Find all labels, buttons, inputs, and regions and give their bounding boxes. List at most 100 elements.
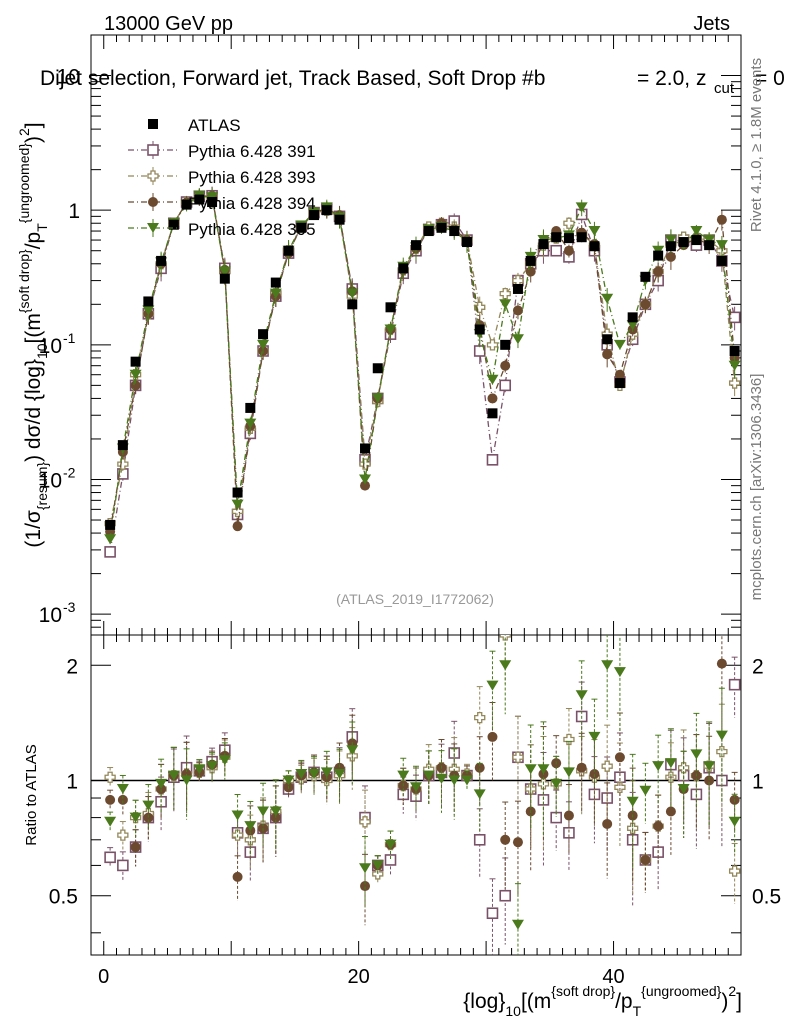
data-point: [449, 226, 460, 237]
ratio-point: [359, 863, 372, 874]
data-point: [626, 320, 639, 331]
data-point: [525, 255, 536, 266]
ratio-point: [728, 678, 741, 691]
ylabel-part-two: 2: [16, 128, 32, 136]
analysis-watermark: (ATLAS_2019_I1772062): [336, 591, 494, 607]
legend-entry: Pythia 6.428 394: [128, 193, 316, 213]
y-tick-label: 10 -3: [39, 599, 76, 627]
ratio-point: [512, 751, 524, 763]
data-point: [690, 226, 703, 237]
data-point: [512, 305, 523, 316]
mcplots-source-label: mcplots.cern.ch [arXiv:1306.3436]: [748, 374, 765, 601]
y-tick-label-exp: -3: [63, 599, 76, 615]
y-tick-label-exp: -1: [63, 330, 76, 346]
ylabel-part-c: [(m: [22, 313, 45, 343]
data-point: [117, 440, 128, 451]
legend-marker: [148, 119, 158, 129]
ylabel-part-T: T: [34, 223, 50, 232]
ratio-point: [193, 764, 206, 775]
data-point: [704, 240, 715, 251]
plot-title-cut: cut: [714, 80, 735, 97]
data-point: [729, 345, 740, 356]
data-point: [347, 299, 358, 310]
data-point: [269, 288, 282, 299]
ratio-point: [384, 839, 397, 850]
ratio-point: [105, 794, 116, 805]
ratio-point: [511, 919, 524, 930]
data-point: [156, 255, 167, 266]
y-tick-label: 10 -2: [39, 464, 76, 492]
data-point: [117, 458, 129, 470]
ratio-y-tick-label: 1: [66, 771, 78, 794]
ratio-point: [257, 806, 270, 817]
ratio-point: [640, 854, 651, 865]
data-point: [411, 240, 421, 251]
series-atlas: [105, 194, 740, 530]
data-point: [627, 312, 638, 323]
xlabel-part-sd: {soft drop}: [551, 983, 615, 999]
data-point: [231, 505, 244, 517]
ratio-point: [360, 881, 371, 892]
y-axis-label-ratio: Ratio to ATLAS: [23, 744, 40, 845]
data-point: [398, 263, 409, 274]
ratio-point: [652, 761, 665, 772]
x-tick-label: 0: [98, 966, 109, 988]
ratio-point: [653, 821, 664, 832]
xlabel-part-post: ): [721, 990, 728, 1013]
data-point: [245, 402, 256, 413]
ratio-point: [601, 660, 614, 671]
data-point: [104, 546, 116, 558]
data-point: [563, 217, 575, 229]
data-point: [614, 369, 625, 380]
data-point: [602, 349, 613, 360]
svg-text:{log}10[(m{soft drop}/pT{ungro: {log}10[(m{soft drop}/pT {ungroomed})2]: [463, 983, 742, 1019]
legend-label: Pythia 6.428 391: [188, 142, 316, 161]
data-point: [511, 334, 524, 345]
plot-title-main: Dijet selection, Forward jet, Track Base…: [40, 67, 545, 90]
data-point: [653, 266, 664, 277]
ratio-point: [231, 810, 244, 821]
data-point: [231, 499, 244, 510]
ratio-point: [588, 731, 601, 742]
ylabel-part-a: (1/σ: [22, 510, 45, 548]
legend-entry: Pythia 6.428 391: [128, 141, 316, 161]
data-point: [512, 283, 523, 294]
ratio-point: [665, 806, 676, 817]
data-point: [334, 214, 345, 225]
ratio-point: [104, 771, 116, 783]
data-point: [550, 244, 562, 257]
ratio-plot-frame: [90, 634, 742, 956]
data-point: [130, 380, 141, 391]
ratio-point: [244, 834, 256, 846]
data-point: [653, 250, 664, 261]
header-right: Jets: [693, 13, 730, 35]
data-point: [270, 277, 281, 288]
data-point: [588, 226, 601, 237]
data-point: [372, 363, 383, 374]
data-point: [194, 194, 205, 205]
data-point: [499, 299, 512, 310]
ratio-point: [218, 755, 231, 766]
ratio-point: [130, 842, 141, 853]
ratio-point: [422, 770, 435, 781]
ratio-point: [232, 871, 243, 882]
ratio-point: [487, 731, 498, 742]
data-point: [728, 311, 741, 324]
ratio-point: [104, 851, 116, 864]
legend-marker: [147, 144, 159, 156]
xlabel-part-pre: {log}: [463, 990, 505, 1013]
data-point: [601, 293, 614, 304]
y-tick-label-base: 10: [39, 335, 62, 358]
data-point: [207, 197, 218, 208]
ratio-y-tick-label-right: 1: [752, 771, 764, 794]
y-axis-label-main: (1/σ{resum}) dσ/d {log}10[(m{soft drop}/…: [16, 122, 50, 547]
series-line: [109, 195, 736, 553]
series-line: [109, 195, 736, 532]
plot-title-params: = 2.0, z: [637, 67, 706, 90]
ratio-pythia-6-428-395: [104, 635, 741, 955]
legend: ATLAS Pythia 6.428 391 Pythia 6.428 393 Pyt…: [128, 116, 316, 239]
ratio-point: [371, 860, 384, 871]
rivet-version-label: Rivet 4.1.0, ≥ 1.8M events: [748, 58, 765, 232]
data-point: [678, 237, 689, 248]
